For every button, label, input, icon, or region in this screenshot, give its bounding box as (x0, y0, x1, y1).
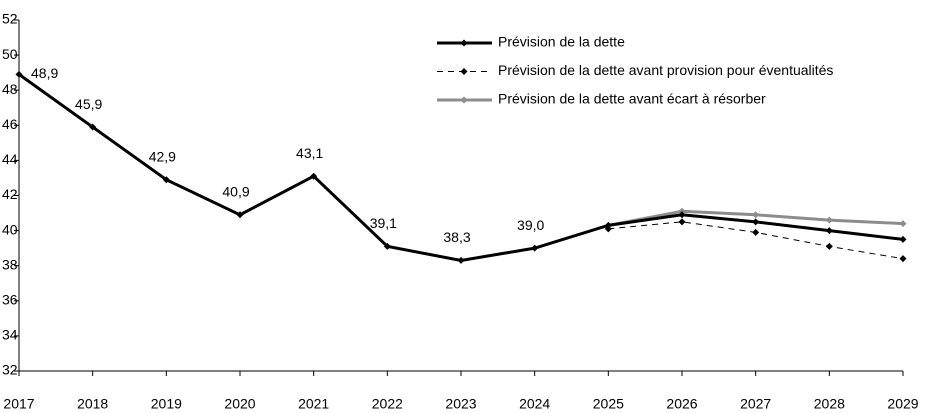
legend-marker (460, 68, 468, 75)
x-tick-label: 2027 (740, 396, 771, 412)
point-marker (604, 221, 612, 229)
x-tick-label: 2017 (3, 396, 34, 412)
point-marker (15, 70, 23, 78)
y-tick-label: 34 (2, 327, 18, 343)
x-tick-label: 2019 (151, 396, 182, 412)
data-label: 39,1 (370, 215, 397, 231)
point-marker (899, 235, 907, 243)
point-marker (457, 256, 465, 264)
data-label: 43,1 (296, 145, 323, 161)
point-marker (531, 244, 539, 252)
legend-label: Prévision de la dette avant écart à réso… (498, 91, 766, 107)
x-tick-label: 2023 (445, 396, 476, 412)
y-tick-label: 32 (2, 362, 18, 378)
x-tick-label: 2029 (887, 396, 918, 412)
point-marker (825, 242, 833, 250)
data-label: 38,3 (443, 229, 470, 245)
point-marker (383, 242, 391, 250)
data-label: 45,9 (75, 96, 102, 112)
y-tick-label: 42 (2, 186, 18, 202)
x-tick-label: 2022 (372, 396, 403, 412)
legend-label: Prévision de la dette avant provision po… (498, 62, 833, 78)
x-tick-label: 2018 (77, 396, 108, 412)
x-tick-label: 2028 (814, 396, 845, 412)
series-line (608, 221, 904, 260)
point-marker (678, 207, 686, 215)
point-marker (825, 216, 833, 224)
y-tick-label: 46 (2, 116, 18, 132)
x-tick-label: 2026 (666, 396, 697, 412)
legend-label: Prévision de la dette (498, 34, 625, 50)
point-marker (752, 218, 760, 226)
legend-marker (460, 39, 468, 47)
y-tick-label: 48 (2, 81, 18, 97)
y-tick-label: 38 (2, 256, 18, 272)
data-label: 48,9 (31, 65, 58, 81)
point-marker (752, 228, 760, 236)
y-tick-label: 44 (2, 151, 18, 167)
point-marker (825, 227, 833, 235)
point-marker (899, 220, 907, 228)
point-marker (89, 123, 97, 131)
data-label: 40,9 (222, 184, 249, 200)
x-tick-label: 2025 (593, 396, 624, 412)
y-tick-label: 36 (2, 292, 18, 308)
point-marker (678, 218, 686, 226)
point-marker (678, 211, 686, 219)
x-tick-label: 2021 (298, 396, 329, 412)
y-tick-label: 40 (2, 221, 18, 237)
point-marker (162, 176, 170, 184)
point-marker (899, 255, 907, 263)
point-marker (310, 172, 318, 180)
data-label: 42,9 (149, 148, 176, 164)
x-tick-label: 2020 (224, 396, 255, 412)
y-tick-label: 52 (2, 11, 18, 27)
point-marker (236, 211, 244, 219)
data-label: 39,0 (517, 217, 544, 233)
y-tick-label: 50 (2, 46, 18, 62)
x-tick-label: 2024 (519, 396, 550, 412)
point-marker (752, 211, 760, 219)
legend-marker (460, 96, 468, 104)
